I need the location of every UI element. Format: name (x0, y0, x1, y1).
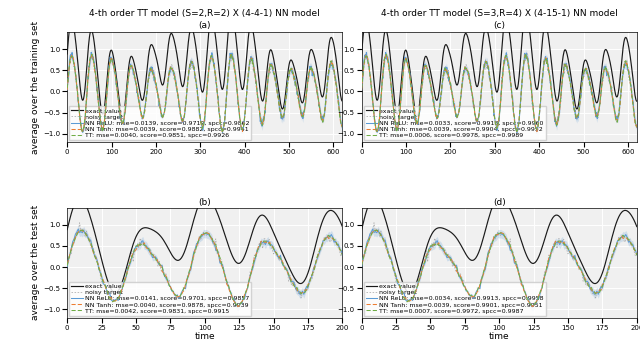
Title: (b): (b) (198, 198, 211, 207)
Legend: exact value, noisy target, NN ReLU: mse=0.0033, score=0.9918, spcc=0.9960, NN Ta: exact value, noisy target, NN ReLU: mse=… (364, 106, 546, 140)
X-axis label: time: time (195, 332, 215, 341)
Legend: exact value, noisy target, NN ReLU: mse=0.0034, score=0.9913, spcc=0.9958, NN Ta: exact value, noisy target, NN ReLU: mse=… (364, 281, 546, 316)
Y-axis label: average over the training set: average over the training set (31, 20, 40, 154)
Title: 4-th order TT model (S=3,R=4) X (4-15-1) NN model
(c): 4-th order TT model (S=3,R=4) X (4-15-1)… (381, 9, 618, 30)
Title: (d): (d) (493, 198, 506, 207)
Title: 4-th order TT model (S=2,R=2) X (4-4-1) NN model
(a): 4-th order TT model (S=2,R=2) X (4-4-1) … (90, 9, 320, 30)
Legend: exact value, noisy target, NN ReLU: mse=0.0139, score=0.9712, spcc=0.9862, NN Ta: exact value, noisy target, NN ReLU: mse=… (69, 106, 252, 140)
X-axis label: time: time (489, 332, 509, 341)
Legend: exact value, noisy target, NN ReLU: mse=0.0141, score=0.9701, spcc=0.9857, NN Ta: exact value, noisy target, NN ReLU: mse=… (69, 281, 251, 316)
Y-axis label: average over the test set: average over the test set (31, 205, 40, 321)
